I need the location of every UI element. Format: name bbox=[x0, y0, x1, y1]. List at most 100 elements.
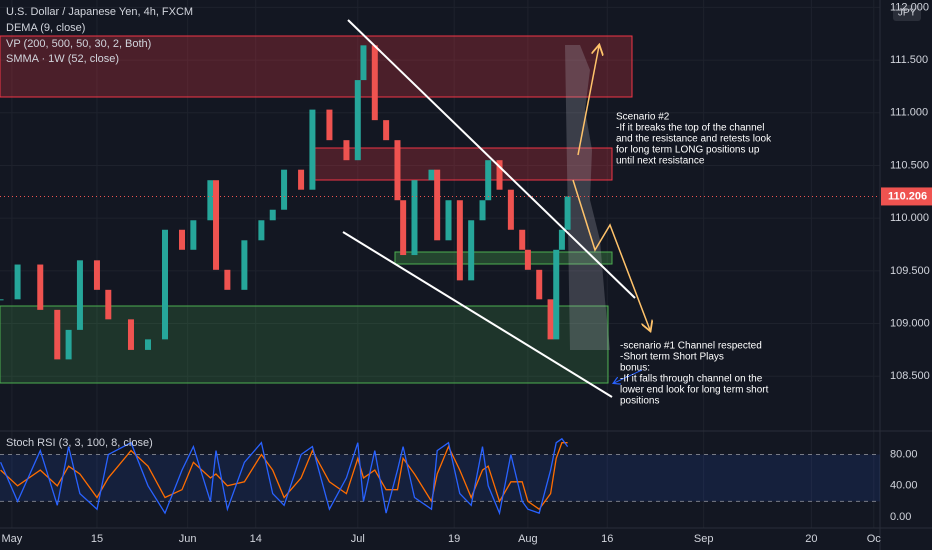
last-price-badge bbox=[881, 187, 932, 206]
x-tick-label: 15 bbox=[91, 533, 103, 545]
candle bbox=[144, 339, 151, 350]
indicator: VP (200, 500, 50, 30, 2, Both) bbox=[6, 38, 151, 50]
stoch-pane: 0.00 40.00 80.00 bbox=[0, 437, 918, 523]
candle bbox=[519, 229, 526, 250]
annotation: bonus: bbox=[620, 363, 650, 374]
candle bbox=[507, 189, 514, 230]
candle bbox=[360, 45, 367, 81]
candle bbox=[536, 269, 543, 300]
candle bbox=[411, 180, 418, 256]
candle bbox=[190, 220, 197, 250]
candle bbox=[343, 140, 350, 161]
y-tick-label: 80.00 bbox=[890, 448, 918, 460]
candle bbox=[127, 319, 134, 350]
candle bbox=[445, 200, 452, 241]
x-tick-label: Oc bbox=[867, 533, 882, 545]
x-tick-label: 14 bbox=[250, 533, 262, 545]
x-tick-label: Jun bbox=[179, 533, 197, 545]
candle bbox=[564, 196, 571, 230]
stoch-band bbox=[0, 454, 880, 502]
candle bbox=[496, 160, 503, 190]
candle bbox=[37, 264, 44, 310]
candle bbox=[298, 169, 305, 190]
annotation: and the resistance and retests look bbox=[616, 134, 772, 145]
candle bbox=[394, 140, 401, 201]
annotation: -Short term Short Plays bbox=[620, 352, 724, 363]
trend-line bbox=[342, 231, 613, 398]
currency-badge bbox=[893, 5, 921, 21]
candle bbox=[371, 45, 378, 121]
y-tick-label: 111.500 bbox=[890, 54, 928, 66]
candle bbox=[0, 299, 4, 301]
annotation: -If it falls through channel on the bbox=[620, 374, 763, 385]
candle bbox=[213, 180, 220, 270]
annotation: -scenario #1 Channel respected bbox=[620, 341, 762, 352]
candle bbox=[162, 229, 168, 340]
currency: JPY bbox=[898, 8, 917, 19]
y-tick-label: 108.500 bbox=[890, 370, 930, 382]
x-tick-label: Jul bbox=[351, 533, 365, 545]
candle bbox=[241, 240, 248, 290]
candle bbox=[14, 264, 21, 300]
candles bbox=[0, 45, 571, 360]
indicator: SMMA · 1W (52, close) bbox=[6, 53, 119, 65]
volume-profile bbox=[565, 45, 610, 350]
candle bbox=[258, 220, 265, 241]
candle bbox=[383, 120, 390, 141]
y-tick-label: 111.000 bbox=[890, 107, 928, 119]
scenario-arrow bbox=[577, 46, 599, 156]
candle bbox=[400, 200, 407, 256]
candle bbox=[428, 169, 435, 181]
x-tick-label: 19 bbox=[448, 533, 460, 545]
note-arrow bbox=[614, 369, 643, 383]
y-tick-label: 112.000 bbox=[890, 1, 929, 13]
x-tick-label: 20 bbox=[805, 533, 817, 545]
candle bbox=[524, 249, 531, 270]
candle bbox=[105, 289, 112, 320]
annotation: Scenario #2 bbox=[616, 112, 670, 123]
candle bbox=[179, 229, 186, 250]
x-tick-label: Sep bbox=[694, 533, 714, 545]
stoch-line bbox=[0, 437, 569, 516]
candle bbox=[54, 309, 61, 360]
indicator: DEMA (9, close) bbox=[6, 22, 85, 34]
support-zone bbox=[0, 305, 609, 384]
candle bbox=[479, 200, 486, 221]
indicator: Stoch RSI (3, 3, 100, 8, close) bbox=[6, 437, 153, 449]
candle bbox=[281, 169, 288, 210]
resistance-zone bbox=[0, 35, 633, 98]
candle bbox=[76, 260, 83, 330]
candle bbox=[456, 200, 463, 281]
candle bbox=[93, 260, 100, 290]
chart-title: U.S. Dollar / Japanese Yen, 4h, FXCM bbox=[6, 6, 193, 18]
y-tick-label: 110.000 bbox=[890, 212, 929, 224]
candle bbox=[326, 109, 333, 141]
scenario-arrow bbox=[572, 179, 650, 330]
candle bbox=[485, 160, 492, 201]
x-tick-label: 16 bbox=[601, 533, 613, 545]
candle bbox=[558, 229, 565, 250]
annotation: lower end look for long term short bbox=[620, 385, 769, 396]
x-tick-label: Aug bbox=[518, 533, 538, 545]
candle bbox=[224, 269, 231, 290]
annotation: positions bbox=[620, 396, 659, 407]
last-price-label: 110.206 bbox=[888, 190, 927, 202]
candle bbox=[547, 299, 554, 340]
y-tick-label: 109.500 bbox=[890, 265, 930, 277]
resistance-zone bbox=[314, 147, 613, 181]
candle bbox=[65, 329, 72, 360]
candle bbox=[269, 209, 276, 221]
y-tick-label: 0.00 bbox=[890, 511, 911, 523]
y-tick-label: 40.00 bbox=[890, 480, 918, 492]
y-tick-label: 110.500 bbox=[890, 159, 929, 171]
candle bbox=[354, 80, 361, 161]
x-tick-label: May bbox=[2, 533, 23, 545]
candle bbox=[553, 249, 560, 340]
y-tick-label: 109.000 bbox=[890, 317, 930, 329]
annotation: -If it breaks the top of the channel bbox=[616, 123, 764, 134]
candle bbox=[207, 180, 214, 221]
candle bbox=[434, 169, 441, 241]
trend-line bbox=[347, 19, 636, 299]
